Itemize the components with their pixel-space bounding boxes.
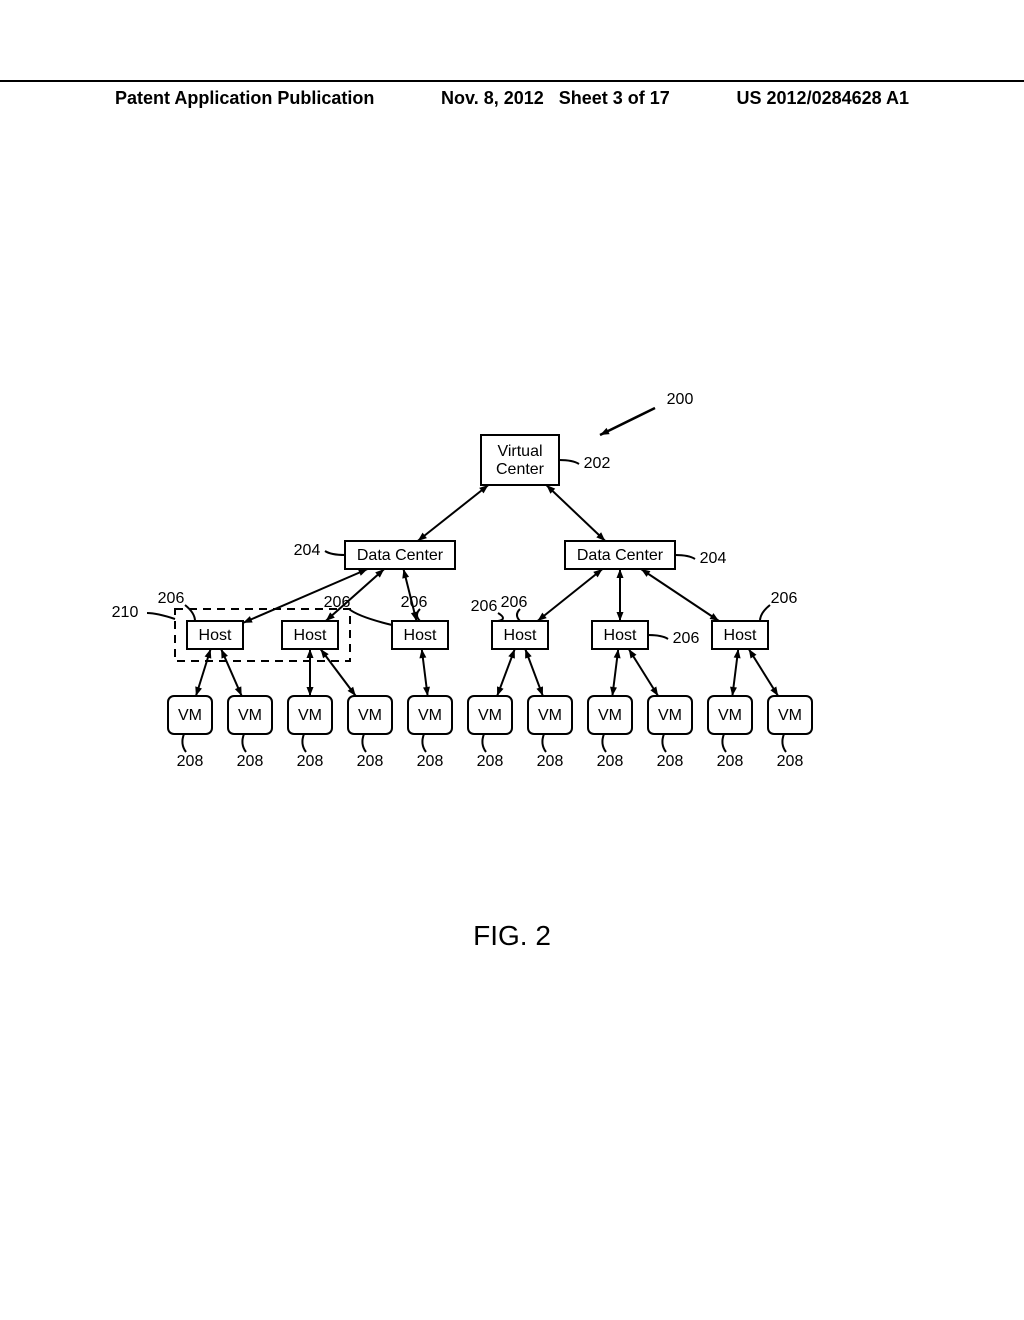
ref-vm2: 208 (237, 753, 264, 770)
figure-caption: FIG. 2 (0, 920, 1024, 952)
leader-h5 (648, 635, 668, 639)
ref-vm3: 208 (297, 753, 324, 770)
ref-h6: 206 (771, 590, 798, 607)
leader-vm11 (782, 734, 786, 752)
ref-dc1: 204 (294, 542, 321, 559)
ref-vm10: 208 (717, 753, 744, 770)
ref-vm11: 208 (777, 753, 804, 770)
ref-vc: 202 (584, 455, 611, 472)
page-header: Patent Application Publication Nov. 8, 2… (0, 80, 1024, 109)
ref-206-h4: 206 (471, 598, 498, 615)
label-vc-l1: Virtual (497, 443, 542, 460)
ref-vm5: 208 (417, 753, 444, 770)
label-h2: Host (294, 627, 327, 644)
leader-h1 (185, 605, 195, 621)
leader-dc1 (325, 551, 345, 555)
header-right: US 2012/0284628 A1 (737, 88, 1024, 109)
label-h6: Host (724, 627, 757, 644)
figure-2-diagram: 210 200 VirtualCenter 202 Data Center 204 Data… (0, 380, 1024, 880)
leader-vm9 (662, 734, 666, 752)
system-ref: 200 (667, 391, 694, 408)
leader-h6 (760, 605, 770, 621)
header-center: Nov. 8, 2012 Sheet 3 of 17 (441, 88, 670, 109)
label-h1: Host (199, 627, 232, 644)
leader-vm8 (602, 734, 606, 752)
leader-vm2 (242, 734, 246, 752)
label-vm10: VM (718, 707, 742, 724)
ref-206-gap: 206 (324, 594, 351, 611)
ref-vm1: 208 (177, 753, 204, 770)
ref-vm4: 208 (357, 753, 384, 770)
ref-h1: 206 (158, 590, 185, 607)
ref-h5: 206 (673, 630, 700, 647)
cluster-ref: 210 (112, 604, 139, 621)
leader-vc (559, 460, 579, 464)
leader-vm6 (482, 734, 486, 752)
leader-vm7 (542, 734, 546, 752)
leader-vm10 (722, 734, 726, 752)
label-vm8: VM (598, 707, 622, 724)
label-vc-l2: Center (496, 461, 545, 478)
label-h4: Host (504, 627, 537, 644)
label-vm11: VM (778, 707, 802, 724)
leader-vm4 (362, 734, 366, 752)
label-vm6: VM (478, 707, 502, 724)
label-vm2: VM (238, 707, 262, 724)
label-dc2: Data Center (577, 547, 664, 564)
ref-vm7: 208 (537, 753, 564, 770)
label-h5: Host (604, 627, 637, 644)
ref-vm8: 208 (597, 753, 624, 770)
label-vm1: VM (178, 707, 202, 724)
ref-h3: 206 (401, 594, 428, 611)
header-left: Patent Application Publication (0, 88, 374, 109)
diagram-svg: 210 200 VirtualCenter 202 Data Center 204 Data… (0, 380, 1024, 880)
label-vm3: VM (298, 707, 322, 724)
label-dc1: Data Center (357, 547, 444, 564)
ref-h4: 206 (501, 594, 528, 611)
label-h3: Host (404, 627, 437, 644)
ref-vm9: 208 (657, 753, 684, 770)
label-vm9: VM (658, 707, 682, 724)
ref-vm6: 208 (477, 753, 504, 770)
label-vm5: VM (418, 707, 442, 724)
leader-vm5 (422, 734, 426, 752)
ref-dc2: 204 (700, 550, 727, 567)
leader-dc2 (675, 555, 695, 559)
leader-vm3 (302, 734, 306, 752)
leader-vm1 (182, 734, 186, 752)
label-vm4: VM (358, 707, 382, 724)
label-vm7: VM (538, 707, 562, 724)
